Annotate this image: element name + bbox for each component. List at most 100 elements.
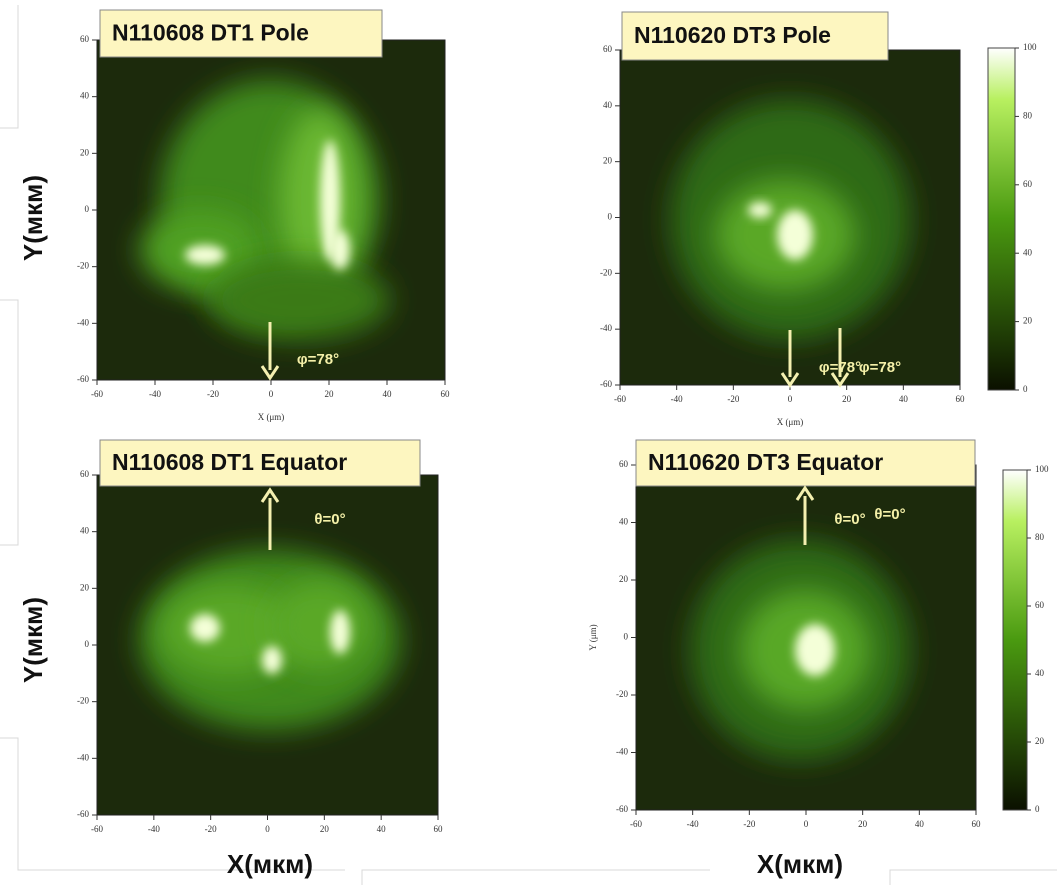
annotation: φ=78°	[297, 351, 339, 368]
annotation: φ=78°	[859, 359, 901, 376]
x-axis-label: X (μm)	[258, 412, 285, 422]
colorbar-tick-label: 0	[1023, 384, 1028, 394]
y-tick-label: -60	[77, 809, 89, 819]
panel-title: N110620 DT3 Pole	[634, 22, 831, 48]
annotation: φ=78°	[819, 359, 861, 376]
y-tick-label: -40	[600, 323, 612, 333]
x-tick-label: 40	[377, 824, 387, 834]
y-tick-label: -60	[600, 379, 612, 389]
x-tick-label: -60	[630, 819, 642, 829]
x-tick-label: 60	[972, 819, 982, 829]
annotation: θ=0°	[834, 511, 865, 528]
colorbar-tick-label: 80	[1035, 532, 1045, 542]
x-tick-label: 0	[788, 394, 793, 404]
y-tick-label: 60	[80, 34, 90, 44]
y-tick-label: 60	[80, 469, 90, 479]
y-tick-label: -20	[77, 261, 89, 271]
y-tick-label: 0	[608, 212, 613, 222]
x-tick-label: 0	[269, 389, 274, 399]
x-tick-label: -40	[687, 819, 699, 829]
x-tick-label: -60	[91, 824, 103, 834]
bright-spot	[748, 202, 772, 218]
colorbar	[988, 48, 1015, 390]
y-tick-label: 40	[603, 100, 613, 110]
bright-spot	[777, 210, 813, 260]
colorbar	[1003, 470, 1027, 810]
annotation: θ=0°	[874, 506, 905, 523]
y-tick-label: -20	[616, 689, 628, 699]
y-tick-label: 20	[80, 147, 90, 157]
x-tick-label: -20	[727, 394, 739, 404]
colorbar-tick-label: 60	[1035, 600, 1045, 610]
x-label: X(мкм)	[757, 849, 843, 879]
colorbar-tick-label: 20	[1035, 736, 1045, 746]
y-tick-label: -40	[616, 747, 628, 757]
x-label: X(мкм)	[227, 849, 313, 879]
bright-spot	[262, 646, 282, 674]
bright-spot	[185, 245, 225, 265]
colorbar-tick-label: 20	[1023, 316, 1033, 326]
y-tick-label: 40	[619, 517, 629, 527]
y-tick-label: -40	[77, 752, 89, 762]
x-tick-label: 60	[434, 824, 444, 834]
y-tick-label: 0	[85, 204, 90, 214]
image	[670, 100, 910, 340]
colorbar-tick-label: 40	[1023, 247, 1033, 257]
y-tick-label: -20	[600, 267, 612, 277]
x-tick-label: 40	[383, 389, 393, 399]
image	[140, 550, 400, 730]
annotation: θ=0°	[314, 511, 345, 528]
x-tick-label: 20	[858, 819, 868, 829]
colorbar-tick-label: 100	[1035, 464, 1049, 474]
x-tick-label: 40	[915, 819, 925, 829]
y-label: Y(мкм)	[18, 597, 48, 683]
y-tick-label: 40	[80, 91, 90, 101]
panel-title: N110620 DT3 Equator	[648, 449, 883, 475]
x-tick-label: 20	[842, 394, 852, 404]
y-tick-label: 20	[80, 582, 90, 592]
x-tick-label: 60	[956, 394, 966, 404]
bright-spot	[330, 610, 350, 654]
y-tick-label: -40	[77, 317, 89, 327]
x-tick-label: 20	[325, 389, 335, 399]
x-tick-label: 40	[899, 394, 909, 404]
x-tick-label: 0	[265, 824, 270, 834]
x-tick-label: -40	[149, 389, 161, 399]
y-tick-label: 20	[603, 156, 613, 166]
y-tick-label: -60	[77, 374, 89, 384]
bright-spot	[190, 614, 220, 642]
colorbar-tick-label: 60	[1023, 179, 1033, 189]
y-label: Y(мкм)	[18, 175, 48, 261]
x-tick-label: 60	[441, 389, 451, 399]
bright-spot	[795, 624, 835, 676]
colorbar-tick-label: 100	[1023, 42, 1037, 52]
y-tick-label: 20	[619, 574, 629, 584]
x-tick-label: 20	[320, 824, 330, 834]
x-tick-label: -20	[743, 819, 755, 829]
figure: Y(мкм) Y(мкм) X(мкм) X(мкм) -60 -40 -20 0 20…	[0, 0, 1057, 885]
y-tick-label: 40	[80, 526, 90, 536]
y-tick-label: 60	[619, 459, 629, 469]
glow	[270, 580, 370, 670]
x-tick-label: -40	[148, 824, 160, 834]
y-axis-label: Y (μm)	[588, 624, 598, 650]
bright-spot	[330, 230, 350, 270]
x-tick-label: -60	[91, 389, 103, 399]
y-tick-label: -20	[77, 696, 89, 706]
colorbar-tick-label: 80	[1023, 110, 1033, 120]
y-tick-label: -60	[616, 804, 628, 814]
x-tick-label: -20	[205, 824, 217, 834]
colorbar-tick-label: 40	[1035, 668, 1045, 678]
panel-title: N110608 DT1 Pole	[112, 20, 309, 46]
x-tick-label: -60	[614, 394, 626, 404]
x-axis-label: X (μm)	[777, 417, 804, 427]
colorbar-tick-label: 0	[1035, 804, 1040, 814]
glow	[210, 260, 390, 340]
x-tick-label: -40	[671, 394, 683, 404]
y-tick-label: 0	[624, 632, 629, 642]
y-tick-label: 0	[85, 639, 90, 649]
x-tick-label: 0	[804, 819, 809, 829]
image	[690, 540, 910, 760]
